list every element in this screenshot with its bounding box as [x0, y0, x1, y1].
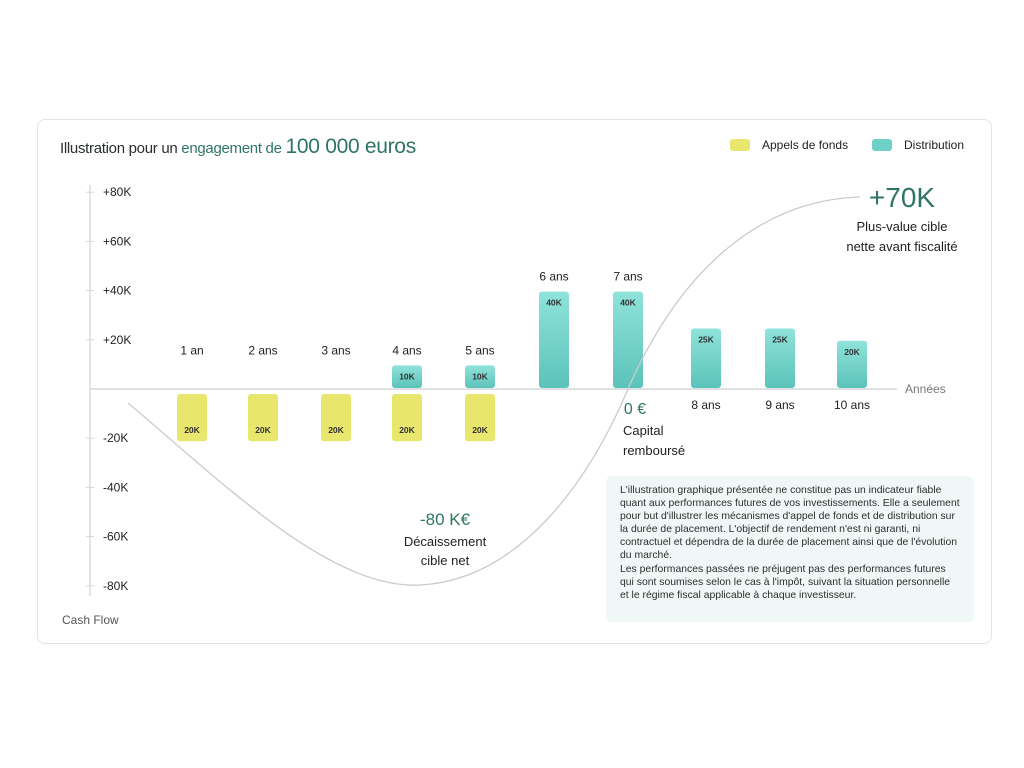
bar-label: 20K: [399, 425, 415, 435]
title-amount: 100 000 euros: [285, 135, 417, 158]
min-value: -80 K€: [420, 510, 471, 529]
x-category-label: 4 ans: [392, 343, 421, 357]
y-tick-label: -60K: [103, 530, 128, 544]
zero-value: 0 €: [624, 401, 646, 418]
bar-appels-de-fonds: [392, 394, 422, 442]
y-axis-label: Cash Flow: [62, 613, 119, 627]
cumulative-curve: [127, 196, 861, 586]
x-category-label: 3 ans: [321, 343, 350, 357]
min-label: Décaissement: [404, 534, 487, 549]
bar-distribution: [539, 291, 569, 388]
y-tick-label: +20K: [103, 333, 131, 347]
x-category-label: 8 ans: [691, 398, 720, 412]
bar-distribution: [765, 328, 795, 388]
zero-label: remboursé: [623, 443, 685, 458]
x-category-label: 7 ans: [613, 270, 642, 284]
y-tick-label: +80K: [103, 185, 131, 199]
bar-label: 20K: [184, 425, 200, 435]
zero-label: Capital: [623, 423, 664, 438]
bar-label: 25K: [698, 335, 714, 345]
y-tick-label: +60K: [103, 234, 131, 248]
bar-appels-de-fonds: [177, 394, 207, 442]
bar-distribution: [465, 365, 495, 388]
bar-distribution: [392, 365, 422, 388]
x-category-label: 6 ans: [539, 270, 568, 284]
x-category-label: 10 ans: [834, 398, 870, 412]
bar-appels-de-fonds: [465, 394, 495, 442]
end-label: nette avant fiscalité: [846, 239, 957, 254]
bar-label: 20K: [472, 425, 488, 435]
y-tick-label: -80K: [103, 579, 128, 593]
bar-appels-de-fonds: [248, 394, 278, 442]
bar-label: 25K: [772, 335, 788, 345]
bar-label: 20K: [328, 425, 344, 435]
bar-label: 40K: [620, 298, 636, 308]
bar-label: 10K: [472, 371, 488, 381]
end-value: +70K: [869, 182, 935, 213]
bar-label: 20K: [255, 425, 271, 435]
x-category-label: 1 an: [180, 343, 203, 357]
title-part1: Illustration pour un: [60, 140, 182, 157]
x-category-label: 9 ans: [765, 398, 794, 412]
title-part2: engagement de: [181, 140, 286, 157]
legend-label: Distribution: [904, 138, 965, 152]
bar-label: 10K: [399, 371, 415, 381]
chart-title: Illustration pour un engagement de 100 0…: [60, 135, 416, 159]
y-tick-label: -40K: [103, 480, 128, 494]
legend-swatch-yellow: [730, 139, 750, 151]
bar-distribution: [613, 291, 643, 388]
bar-label: 20K: [844, 347, 860, 357]
y-tick-label: +40K: [103, 284, 131, 298]
bar-distribution: [691, 328, 721, 388]
disclaimer-box: L'illustration graphique présentée ne co…: [606, 476, 974, 622]
y-tick-label: -20K: [103, 431, 128, 445]
bar-appels-de-fonds: [321, 394, 351, 442]
legend-label: Appels de fonds: [762, 138, 849, 152]
min-label: cible net: [421, 553, 470, 568]
x-axis-label: Années: [905, 382, 946, 396]
bar-label: 40K: [546, 298, 562, 308]
x-category-label: 5 ans: [465, 343, 494, 357]
legend-item-appels: Appels de fonds: [730, 138, 848, 152]
end-label: Plus-value cible: [856, 219, 947, 234]
legend-swatch-teal: [872, 139, 892, 151]
bar-distribution: [837, 340, 867, 388]
x-category-label: 2 ans: [248, 343, 277, 357]
legend-item-distribution: Distribution: [872, 138, 964, 152]
